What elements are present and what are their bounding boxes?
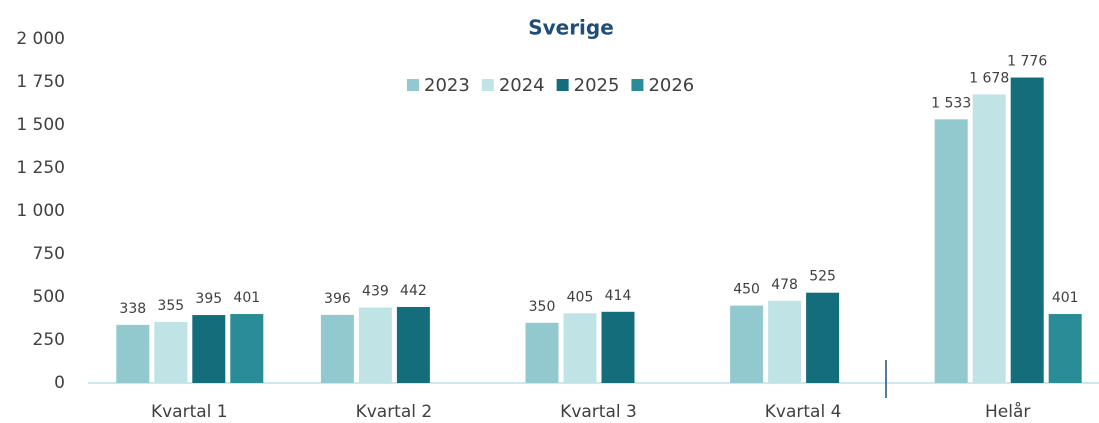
chart-title: Sverige	[528, 16, 614, 40]
y-tick-label: 1 250	[16, 158, 65, 178]
value-label: 1 678	[969, 70, 1009, 86]
bar	[972, 94, 1006, 383]
legend-swatch	[556, 79, 569, 91]
bar	[934, 119, 968, 383]
x-tick-label: Helår	[985, 401, 1030, 422]
bar	[730, 305, 764, 383]
bar	[563, 313, 597, 383]
bar	[154, 321, 188, 383]
y-tick-label: 750	[33, 244, 65, 264]
value-label: 450	[733, 282, 760, 298]
bar	[601, 311, 635, 383]
x-tick-label: Kvartal 2	[356, 402, 433, 422]
bar	[525, 322, 559, 383]
bar	[396, 306, 430, 383]
bar	[230, 314, 264, 383]
value-label: 414	[605, 288, 632, 304]
y-tick-label: 1 000	[16, 201, 65, 221]
bar	[768, 300, 802, 383]
bar	[358, 307, 392, 383]
value-label: 442	[400, 283, 427, 299]
y-tick-label: 2 000	[16, 29, 65, 49]
bar	[1048, 314, 1082, 383]
y-tick-label: 1 750	[16, 72, 65, 92]
x-tick-label: Kvartal 4	[765, 402, 842, 422]
value-label: 405	[567, 289, 594, 305]
legend-label: 2023	[424, 75, 470, 96]
legend-swatch	[407, 79, 419, 91]
value-label: 355	[157, 298, 184, 314]
legend-label: 2025	[574, 75, 620, 96]
value-label: 1 533	[931, 95, 971, 111]
value-label: 395	[195, 291, 222, 307]
value-label: 1 776	[1007, 54, 1047, 70]
x-tick-label: Kvartal 1	[151, 402, 228, 422]
value-label: 401	[233, 290, 260, 306]
y-tick-label: 250	[33, 330, 65, 350]
bar	[1010, 77, 1044, 383]
value-label: 350	[529, 299, 556, 315]
legend-swatch	[631, 79, 644, 91]
y-tick-label: 500	[33, 287, 65, 307]
y-tick-label: 0	[54, 373, 65, 393]
legend-label: 2024	[499, 75, 545, 96]
value-label: 478	[771, 277, 798, 293]
bar	[192, 315, 226, 383]
value-label: 401	[1052, 290, 1079, 306]
bar	[320, 314, 354, 383]
bar	[116, 324, 150, 383]
y-tick-label: 1 500	[16, 115, 65, 135]
bar	[806, 292, 840, 383]
legend-label: 2026	[648, 75, 694, 96]
value-label: 338	[119, 301, 146, 317]
value-label: 439	[362, 283, 389, 299]
legend-swatch	[481, 79, 494, 91]
x-tick-label: Kvartal 3	[560, 402, 637, 422]
value-label: 396	[324, 291, 351, 307]
value-label: 525	[809, 269, 836, 285]
